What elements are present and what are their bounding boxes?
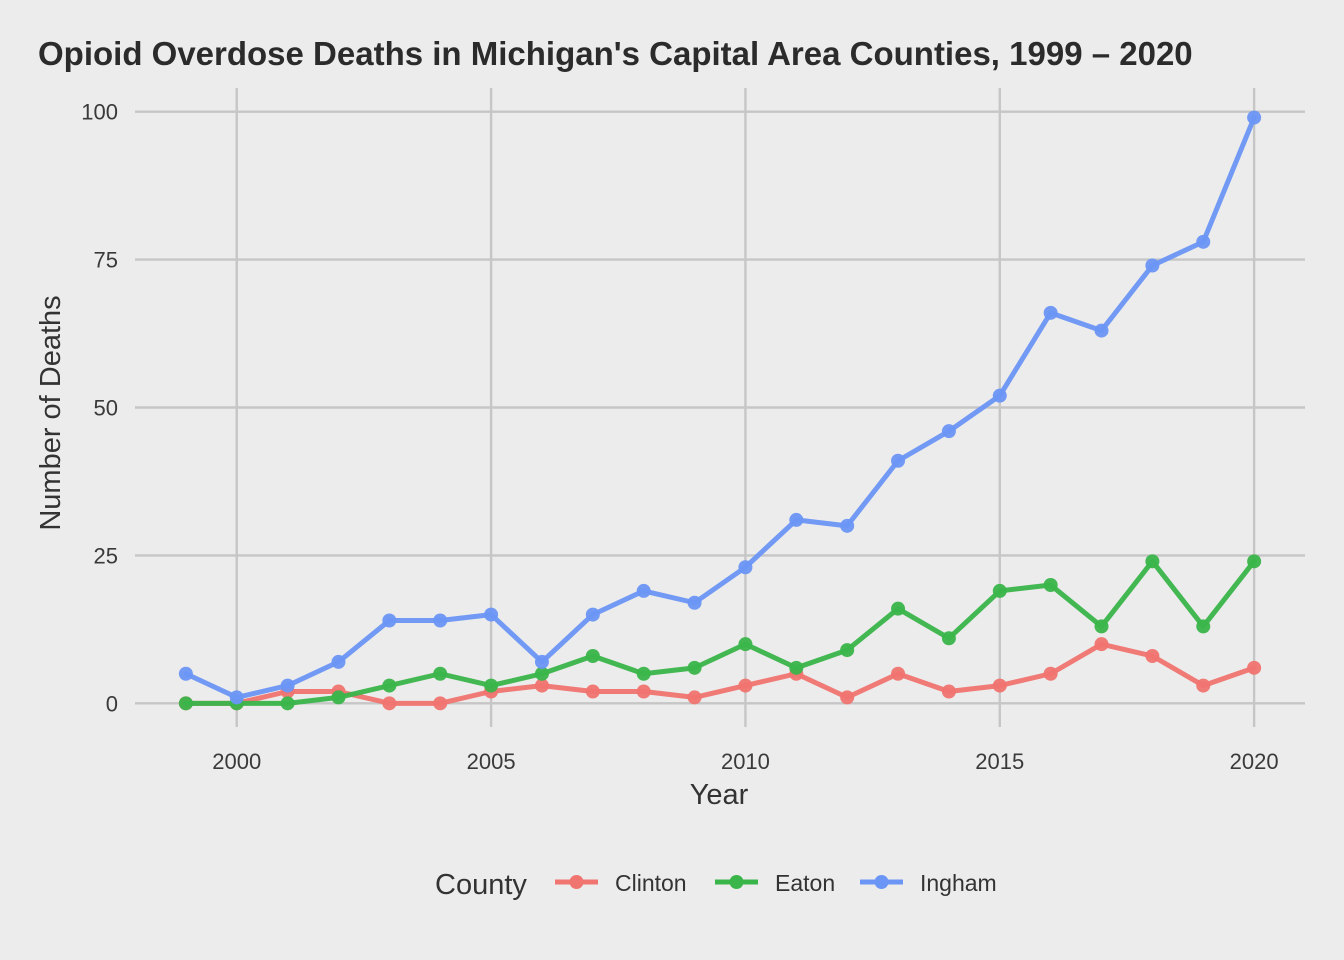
series-layer bbox=[178, 110, 1262, 711]
data-point-clinton-2003 bbox=[382, 696, 397, 711]
data-point-eaton-2004 bbox=[433, 666, 448, 681]
data-point-eaton-2003 bbox=[382, 678, 397, 693]
data-point-eaton-2011 bbox=[789, 660, 804, 675]
data-point-ingham-2017 bbox=[1094, 323, 1109, 338]
data-point-ingham-2013 bbox=[891, 453, 906, 468]
x-axis-ticks: 2000 2005 2010 2015 2020 bbox=[212, 749, 1278, 774]
legend-item-clinton: Clinton bbox=[555, 870, 687, 896]
data-point-eaton-2001 bbox=[280, 696, 295, 711]
legend-item-eaton: Eaton bbox=[715, 870, 835, 896]
data-point-ingham-2014 bbox=[941, 424, 956, 439]
data-point-eaton-2009 bbox=[687, 660, 702, 675]
data-point-ingham-1999 bbox=[178, 666, 193, 681]
data-point-clinton-2009 bbox=[687, 690, 702, 705]
data-point-ingham-2007 bbox=[585, 607, 600, 622]
data-point-clinton-2018 bbox=[1145, 649, 1160, 663]
data-point-eaton-2005 bbox=[484, 678, 499, 693]
y-axis-ticks: 0 25 50 75 100 bbox=[81, 100, 118, 717]
data-point-ingham-2019 bbox=[1196, 234, 1211, 249]
data-point-eaton-2020 bbox=[1247, 554, 1262, 569]
data-point-ingham-2018 bbox=[1145, 258, 1160, 273]
y-tick-label-75: 75 bbox=[94, 248, 118, 273]
data-point-ingham-2000 bbox=[229, 690, 244, 705]
data-point-clinton-2008 bbox=[636, 684, 651, 699]
data-point-clinton-2012 bbox=[840, 690, 855, 705]
legend-title: County bbox=[435, 869, 527, 901]
data-point-ingham-2008 bbox=[636, 583, 651, 598]
data-point-clinton-2006 bbox=[534, 678, 549, 693]
data-point-clinton-2007 bbox=[585, 684, 600, 699]
legend-key-point-ingham bbox=[874, 875, 889, 889]
x-axis-title: Year bbox=[690, 779, 749, 811]
chart-title: Opioid Overdose Deaths in Michigan's Cap… bbox=[38, 35, 1193, 72]
x-tick-label-2010: 2010 bbox=[721, 749, 770, 774]
series-line-ingham bbox=[183, 115, 1257, 700]
data-point-clinton-2016 bbox=[1043, 666, 1058, 681]
legend-label-eaton: Eaton bbox=[775, 870, 835, 896]
series-line-eaton bbox=[183, 558, 1257, 706]
data-point-ingham-2004 bbox=[433, 613, 448, 628]
data-point-eaton-2015 bbox=[992, 583, 1007, 598]
data-point-clinton-2020 bbox=[1247, 660, 1262, 675]
data-point-eaton-2010 bbox=[738, 637, 753, 652]
legend: County Clinton Eaton Ingham bbox=[435, 869, 997, 901]
x-tick-label-2005: 2005 bbox=[467, 749, 516, 774]
data-point-eaton-2014 bbox=[941, 631, 956, 646]
data-point-eaton-2016 bbox=[1043, 578, 1058, 592]
legend-item-ingham: Ingham bbox=[860, 870, 997, 896]
y-tick-label-50: 50 bbox=[94, 396, 118, 421]
legend-label-ingham: Ingham bbox=[920, 870, 997, 896]
data-point-clinton-2015 bbox=[992, 678, 1007, 693]
data-point-ingham-2001 bbox=[280, 678, 295, 693]
data-point-clinton-2010 bbox=[738, 678, 753, 693]
legend-key-point-clinton bbox=[569, 875, 584, 889]
data-point-ingham-2010 bbox=[738, 560, 753, 575]
data-point-clinton-2019 bbox=[1196, 678, 1211, 693]
y-tick-label-0: 0 bbox=[106, 691, 118, 716]
data-point-eaton-2007 bbox=[585, 649, 600, 663]
data-point-eaton-2017 bbox=[1094, 619, 1109, 634]
y-tick-label-100: 100 bbox=[81, 100, 118, 125]
data-point-eaton-2013 bbox=[891, 601, 906, 616]
data-point-clinton-2017 bbox=[1094, 637, 1109, 652]
data-point-clinton-2014 bbox=[941, 684, 956, 699]
x-tick-label-2000: 2000 bbox=[212, 749, 261, 774]
series-ingham bbox=[178, 110, 1262, 705]
data-point-eaton-2006 bbox=[534, 666, 549, 681]
data-point-eaton-1999 bbox=[178, 696, 193, 711]
data-point-eaton-2019 bbox=[1196, 619, 1211, 634]
data-point-ingham-2005 bbox=[484, 607, 499, 622]
data-point-ingham-2006 bbox=[534, 654, 549, 669]
legend-key-point-eaton bbox=[729, 875, 744, 889]
data-point-clinton-2004 bbox=[433, 696, 448, 711]
legend-label-clinton: Clinton bbox=[615, 870, 687, 896]
data-point-clinton-2013 bbox=[891, 666, 906, 681]
data-point-ingham-2016 bbox=[1043, 305, 1058, 320]
grid bbox=[135, 88, 1305, 727]
data-point-ingham-2003 bbox=[382, 613, 397, 628]
data-point-eaton-2018 bbox=[1145, 554, 1160, 569]
data-point-ingham-2002 bbox=[331, 654, 346, 669]
y-axis-title: Number of Deaths bbox=[35, 295, 67, 530]
y-tick-label-25: 25 bbox=[94, 543, 118, 568]
data-point-eaton-2012 bbox=[840, 643, 855, 658]
data-point-ingham-2015 bbox=[992, 388, 1007, 403]
data-point-ingham-2012 bbox=[840, 518, 855, 533]
data-point-ingham-2020 bbox=[1247, 110, 1262, 125]
data-point-ingham-2009 bbox=[687, 595, 702, 610]
data-point-eaton-2008 bbox=[636, 666, 651, 681]
x-tick-label-2020: 2020 bbox=[1230, 749, 1279, 774]
x-tick-label-2015: 2015 bbox=[975, 749, 1024, 774]
data-point-eaton-2002 bbox=[331, 690, 346, 705]
series-line-clinton bbox=[183, 641, 1257, 706]
data-point-ingham-2011 bbox=[789, 512, 804, 527]
